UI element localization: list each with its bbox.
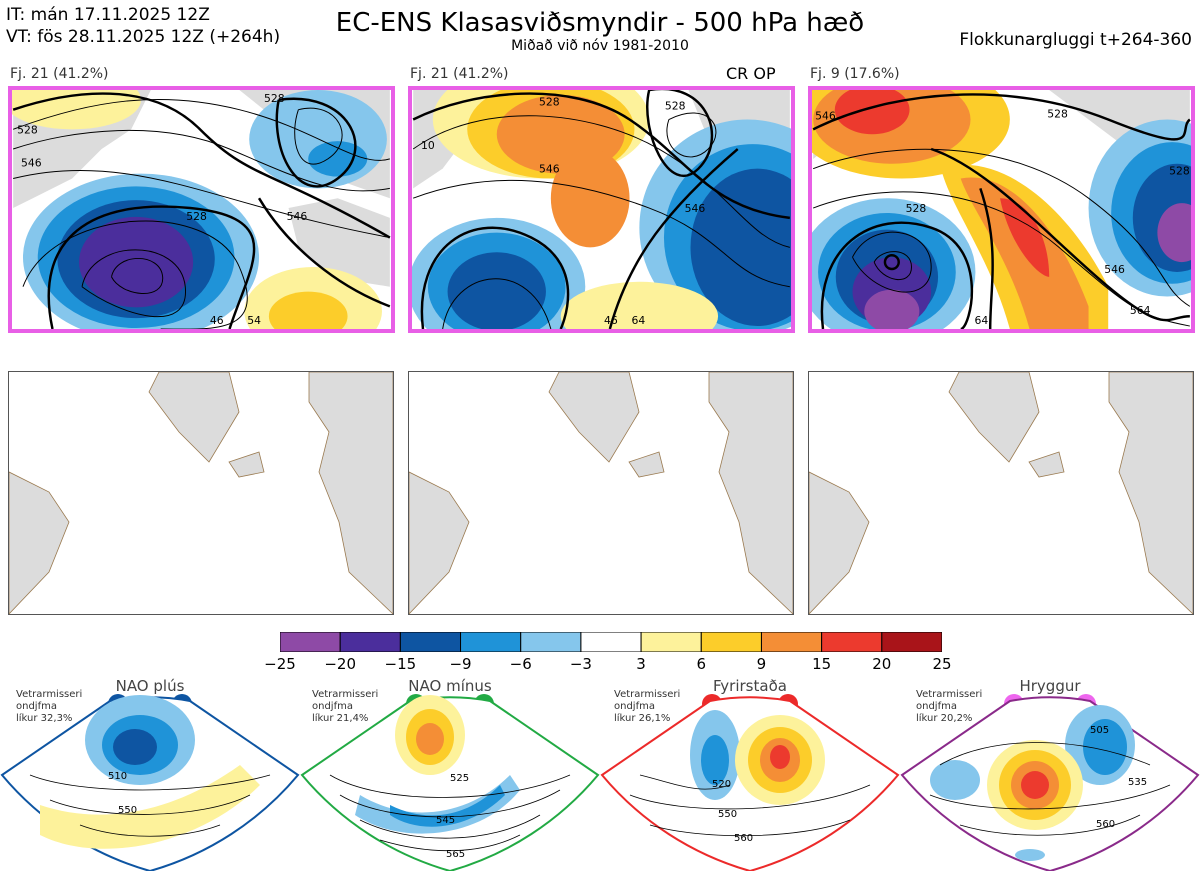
colorbar-tick-label: −9 xyxy=(449,655,472,673)
regime-contour-label: 520 xyxy=(712,779,731,790)
colorbar-tick-label: −25 xyxy=(264,655,296,673)
contour-label: 528 xyxy=(906,202,927,215)
regime-title: NAO mínus xyxy=(408,677,492,695)
classification-window: Flokkunargluggi t+264-360 xyxy=(959,30,1192,50)
cluster-map-1: 528 546 528 546 528 46 54 xyxy=(8,86,395,333)
regime-contour-label: 510 xyxy=(108,771,127,782)
regime-blocking: Fyrirstaða Vetrarmisseri ondjfma líkur 26,… xyxy=(600,675,900,871)
blank-map-3 xyxy=(808,371,1194,615)
regime-contour-label: 535 xyxy=(1128,777,1147,788)
valid-time: VT: fös 28.11.2025 12Z (+264h) xyxy=(6,27,281,47)
initial-time: IT: mán 17.11.2025 12Z xyxy=(6,5,210,25)
contour-label: 528 xyxy=(539,96,560,109)
regime-stats: Vetrarmisseri ondjfma líkur 20,2% xyxy=(916,689,983,724)
contour-label: 546 xyxy=(815,110,836,123)
colorbar-tick-label: 9 xyxy=(756,655,767,673)
contour-label: 528 xyxy=(1169,165,1190,178)
regime-contour-label: 550 xyxy=(718,809,737,820)
colorbar-swatch xyxy=(760,631,823,653)
contour-label: 54 xyxy=(247,314,261,327)
contour-label: 528 xyxy=(264,92,285,105)
colorbar-tick-label: 3 xyxy=(636,655,646,673)
regime-contour-label: 525 xyxy=(450,773,469,784)
colorbar-tick-label: −3 xyxy=(569,655,592,673)
regime-title: Hryggur xyxy=(1019,677,1081,695)
regime-contour-label: 550 xyxy=(118,805,137,816)
contour-label: 10 xyxy=(421,139,435,152)
page-subtitle: Miðað við nóv 1981-2010 xyxy=(511,38,689,54)
contour-label: 64 xyxy=(974,314,988,327)
contour-label: 546 xyxy=(1104,263,1125,276)
regime-nao-minus: NAO mínus Vetrarmisseri ondjfma líkur 21,4… xyxy=(300,675,600,871)
colorbar-swatch xyxy=(339,631,401,653)
colorbar-tick-label: 15 xyxy=(812,655,832,673)
page-title: EC-ENS Klasasviðsmyndir - 500 hPa hæð xyxy=(335,8,865,38)
regime-title: NAO plús xyxy=(115,677,185,695)
contour-label: 528 xyxy=(665,100,686,113)
contour-label: 528 xyxy=(17,123,38,136)
contour-label: 546 xyxy=(539,163,560,176)
colorbar-swatch xyxy=(640,631,702,653)
panel-1-label: Fj. 21 (41.2%) xyxy=(10,66,109,82)
colorbar-tick-label: 20 xyxy=(872,655,892,673)
contour-label: 528 xyxy=(186,210,207,223)
contour-label: 546 xyxy=(21,157,42,170)
regime-contour-label: 560 xyxy=(734,833,753,844)
regime-title: Fyrirstaða xyxy=(713,677,787,695)
regime-stats: Vetrarmisseri ondjfma líkur 32,3% xyxy=(16,689,83,724)
regime-contour-label: 545 xyxy=(436,815,455,826)
colorbar-tick-label: −15 xyxy=(384,655,417,673)
regime-contour-label: 505 xyxy=(1090,725,1109,736)
colorbar-swatch xyxy=(821,631,883,653)
regime-stats: Vetrarmisseri ondjfma líkur 26,1% xyxy=(614,689,681,724)
colorbar xyxy=(279,631,943,653)
panel-2-label: Fj. 21 (41.2%) xyxy=(410,66,509,82)
regime-contour-label: 565 xyxy=(446,849,465,860)
regime-contour-label: 560 xyxy=(1096,819,1115,830)
panel-2-control-label: CR OP xyxy=(726,64,776,83)
blank-map-2 xyxy=(408,371,794,615)
colorbar-swatch xyxy=(399,631,462,653)
colorbar-ticks: −25 −20 −15 −9 −6 −3 3 6 9 15 20 25 xyxy=(264,655,951,675)
regime-stats: Vetrarmisseri ondjfma líkur 21,4% xyxy=(312,689,379,724)
contour-label: 546 xyxy=(287,210,308,223)
colorbar-swatch xyxy=(520,631,582,653)
regime-ridge: Hryggur Vetrarmisseri ondjfma líkur 20,2% … xyxy=(900,675,1200,871)
colorbar-swatch xyxy=(460,631,522,653)
colorbar-swatches xyxy=(279,631,943,653)
regime-nao-plus: NAO plús Vetrarmisseri ondjfma líkur 32,3%… xyxy=(0,675,300,871)
colorbar-swatch xyxy=(700,631,762,653)
blank-map-1 xyxy=(8,371,394,615)
contour-label: 546 xyxy=(685,202,706,215)
colorbar-tick-label: 25 xyxy=(932,655,952,673)
contour-label: 46 xyxy=(604,314,618,327)
colorbar-swatch xyxy=(881,631,943,653)
contour-label: 564 xyxy=(1130,304,1151,317)
cluster-map-3: 546 528 528 528 546 564 64 xyxy=(808,86,1195,333)
contour-label: 46 xyxy=(210,314,224,327)
contour-label: 528 xyxy=(1047,108,1068,121)
panel-3-label: Fj. 9 (17.6%) xyxy=(810,66,900,82)
colorbar-swatch xyxy=(279,631,341,653)
colorbar-swatch xyxy=(580,631,642,653)
cluster-map-2: 528 546 528 546 10 46 64 xyxy=(408,86,795,333)
contour-label: 64 xyxy=(631,314,645,327)
header-times: IT: mán 17.11.2025 12Z VT: fös 28.11.202… xyxy=(6,4,280,48)
colorbar-tick-label: −20 xyxy=(324,655,356,673)
colorbar-tick-label: 6 xyxy=(696,655,707,673)
colorbar-tick-label: −6 xyxy=(509,655,532,673)
